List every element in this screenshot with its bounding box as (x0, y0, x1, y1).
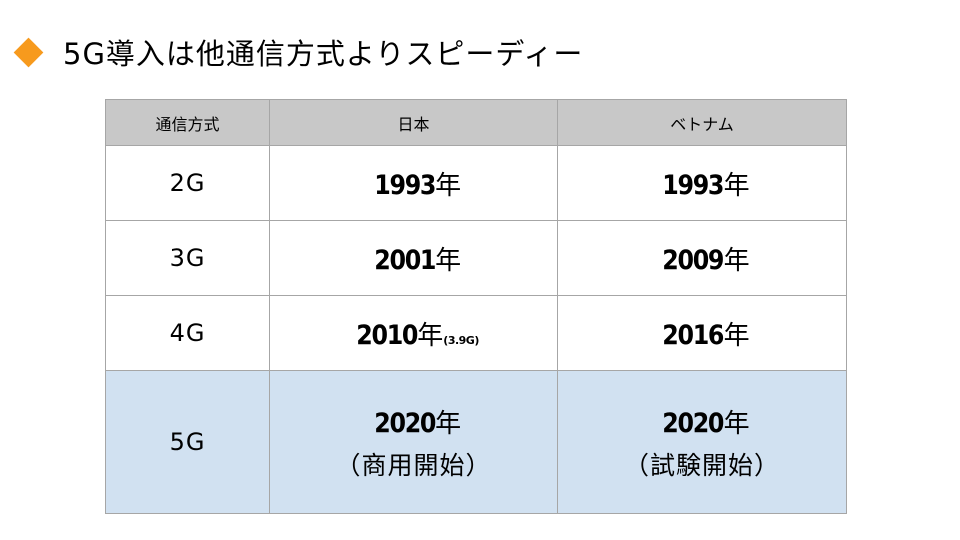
table-row-highlight: 5G 2020年 （商用開始） 2020年 （試験開始） (105, 370, 847, 514)
generation-cell: 3G (105, 220, 270, 296)
year-value: 2009 (662, 244, 725, 276)
header-vietnam: ベトナム (557, 99, 847, 146)
deployment-table: 通信方式 日本 ベトナム 2G 1993年 1993年 3G 2001年 200… (105, 99, 847, 514)
year-value: 1993 (374, 169, 436, 201)
year-unit: 年 (417, 320, 444, 351)
japan-year-cell: 2020年 （商用開始） (269, 370, 558, 514)
year-unit: 年 (723, 245, 750, 276)
vietnam-year-cell: 1993年 (557, 145, 847, 221)
year-unit: 年 (435, 245, 462, 276)
year-value: 2016 (662, 319, 725, 351)
header-generation: 通信方式 (105, 99, 270, 146)
year-unit: 年 (435, 408, 462, 439)
table-row: 3G 2001年 2009年 (105, 220, 847, 296)
table-row: 4G 2010年(3.9G) 2016年 (105, 295, 847, 371)
diamond-bullet-icon (13, 37, 44, 67)
japan-year-cell: 2010年(3.9G) (269, 295, 558, 371)
generation-cell: 5G (105, 370, 270, 514)
year-value: 1993 (662, 169, 725, 201)
japan-year-cell: 1993年 (269, 145, 558, 221)
year-unit: 年 (723, 170, 750, 201)
generation-cell: 2G (105, 145, 270, 221)
japan-year-cell: 2001年 (269, 220, 558, 296)
year-value: 2020 (374, 407, 436, 439)
year-value: 2020 (662, 407, 725, 439)
year-value: 2010 (356, 319, 418, 351)
year-unit: 年 (723, 408, 750, 439)
vietnam-year-cell: 2020年 （試験開始） (557, 370, 847, 514)
slide-title: 5G導入は他通信方式よりスピーディー (63, 37, 584, 71)
year-value: 2001 (374, 244, 436, 276)
table-row: 2G 1993年 1993年 (105, 145, 847, 221)
generation-cell: 4G (105, 295, 270, 371)
table-header-row: 通信方式 日本 ベトナム (105, 99, 847, 146)
year-note: (3.9G) (443, 333, 479, 347)
title-row: 5G導入は他通信方式よりスピーディー (12, 30, 583, 74)
vietnam-year-cell: 2016年 (557, 295, 847, 371)
year-unit: 年 (435, 170, 462, 201)
header-japan: 日本 (269, 99, 558, 146)
status-label: （商用開始） (335, 450, 492, 480)
vietnam-year-cell: 2009年 (557, 220, 847, 296)
status-label: （試験開始） (623, 450, 780, 480)
year-unit: 年 (723, 320, 750, 351)
